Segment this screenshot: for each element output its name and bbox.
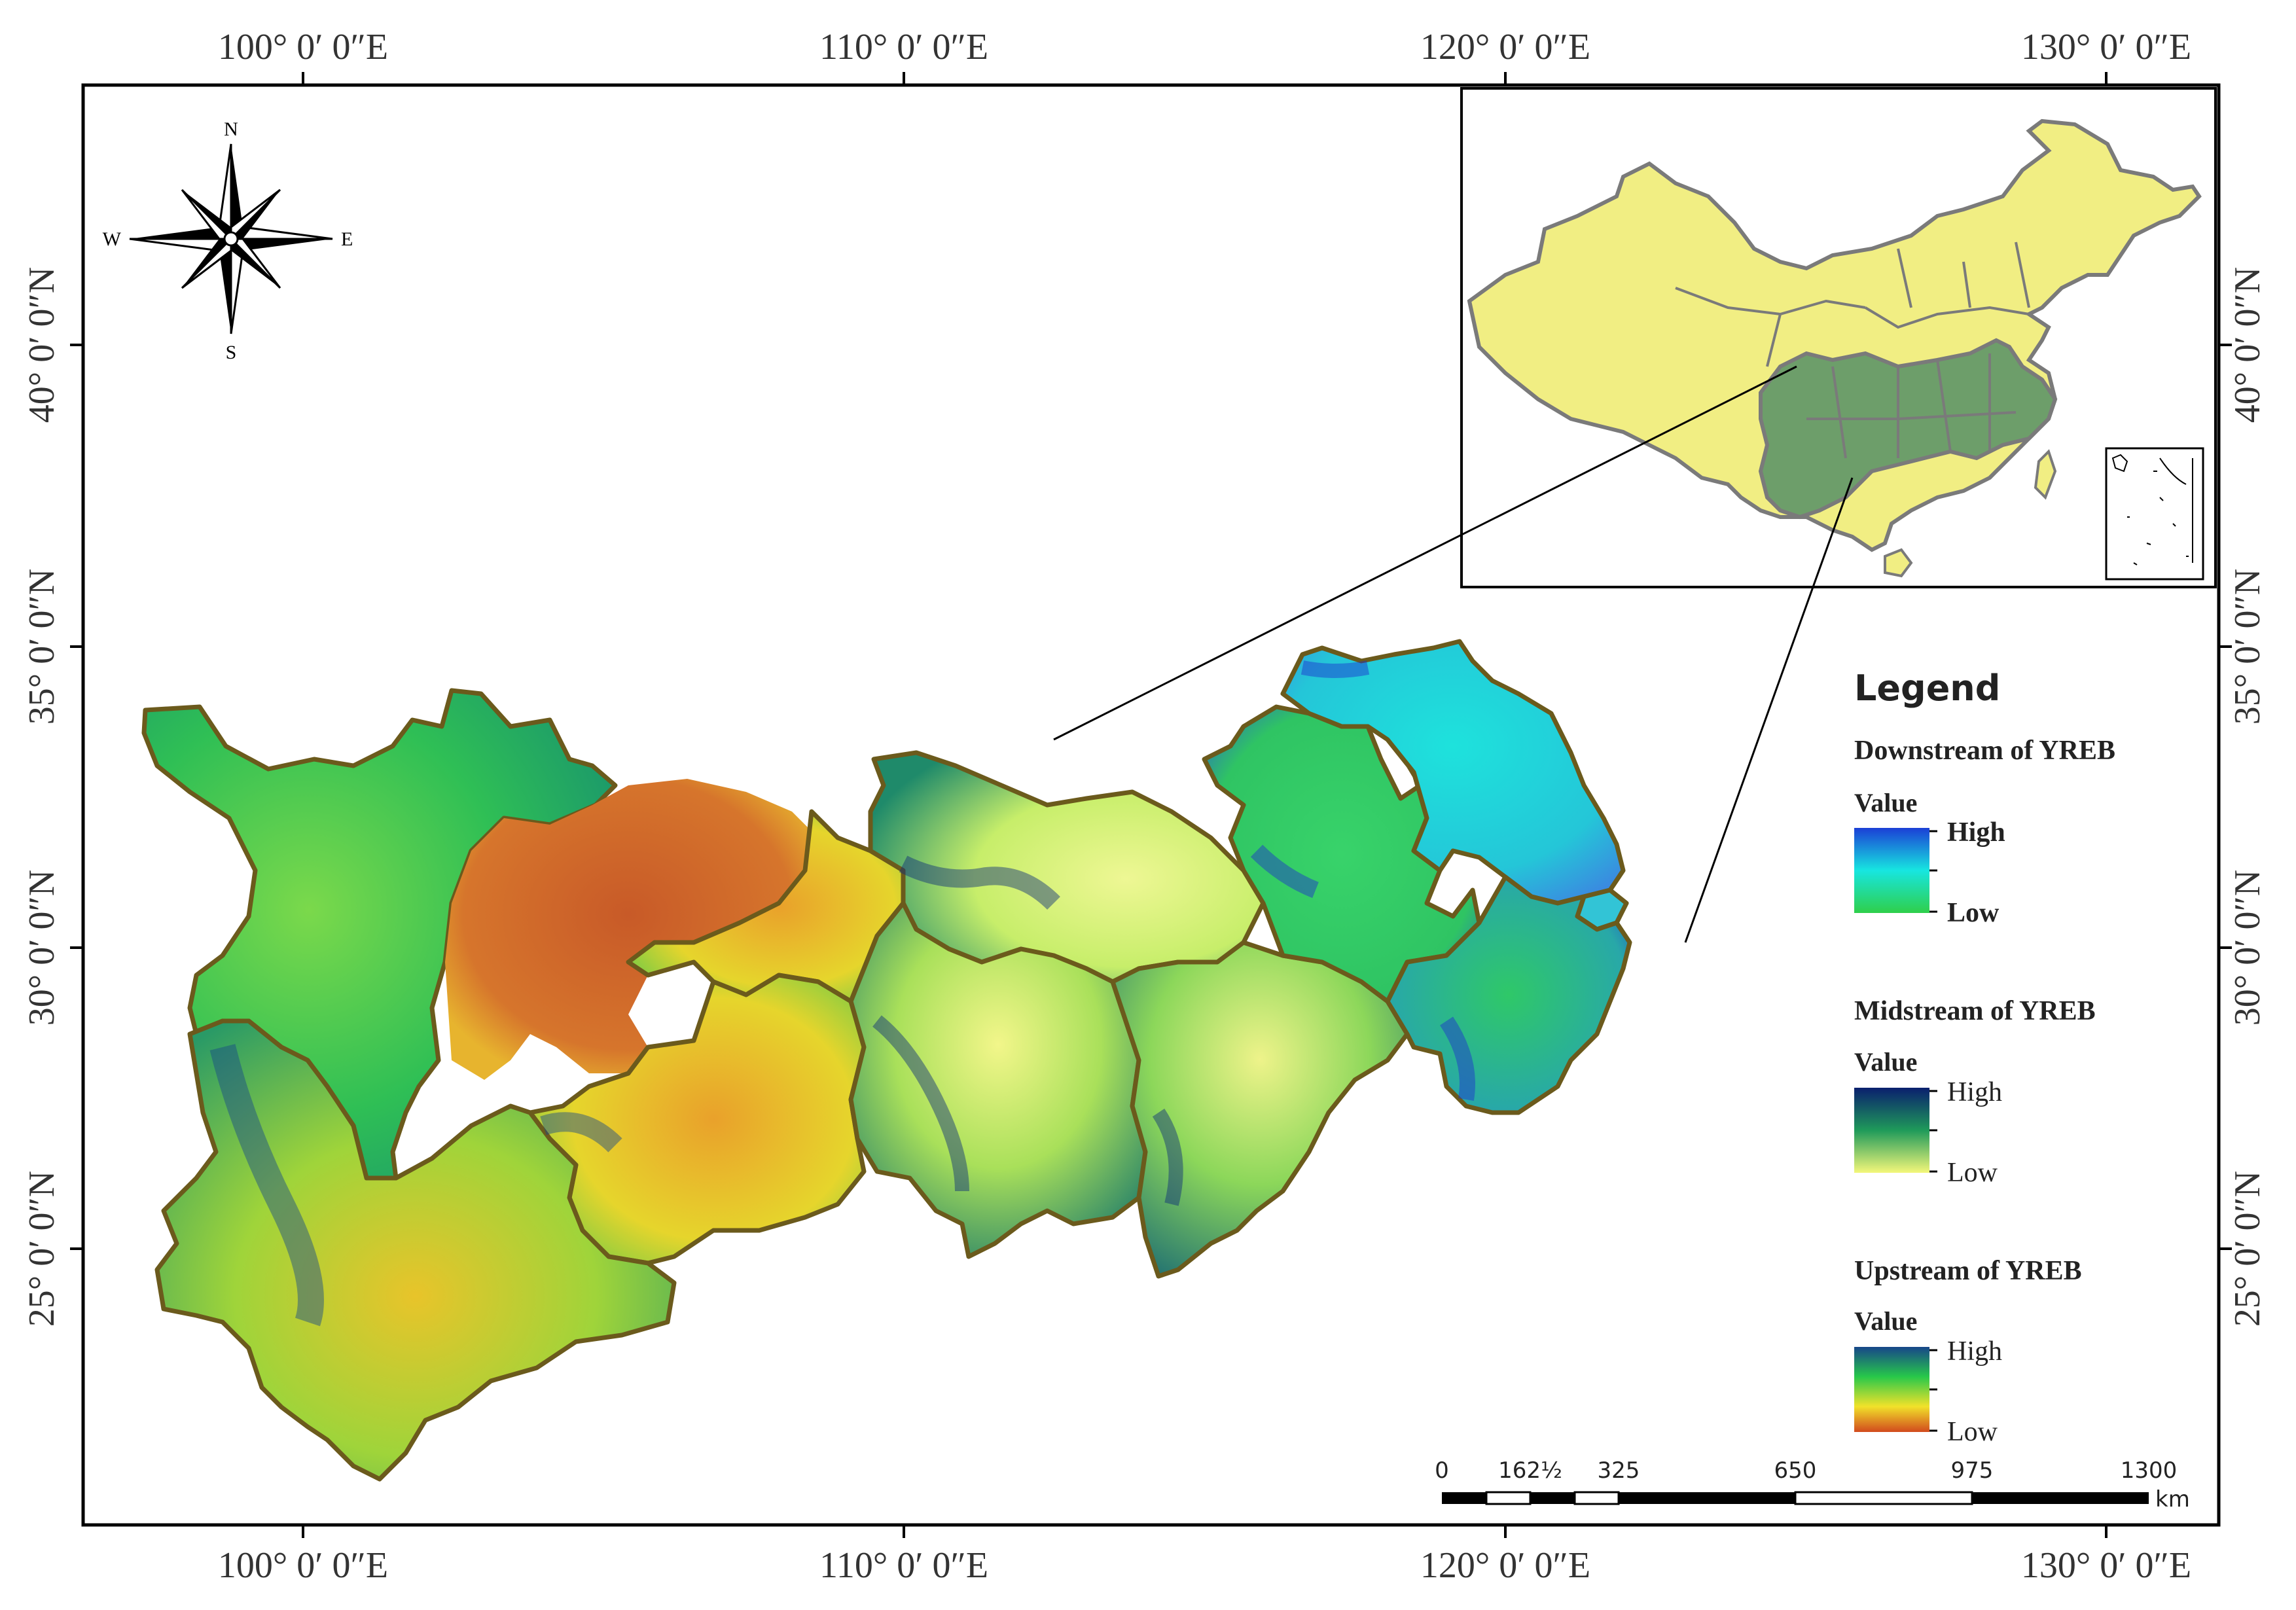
scale-tick-label: 1300 — [2121, 1458, 2178, 1484]
sichuan-basin — [445, 779, 812, 1080]
compass-north-label: N — [224, 118, 238, 140]
province-hunan — [848, 901, 1148, 1259]
scale-tick-label: 162½ — [1498, 1458, 1562, 1484]
scale-tick-label: 975 — [1951, 1458, 1994, 1484]
legend-section-heading: Midstream of YREB — [1854, 996, 2096, 1026]
compass-south-label: S — [226, 342, 237, 363]
left-latitude-label: 35° 0′ 0″N — [22, 569, 62, 724]
right-latitude-label: 35° 0′ 0″N — [2227, 569, 2268, 724]
scale-unit-label: km — [2155, 1486, 2190, 1512]
legend-title: Legend — [1854, 668, 2000, 709]
scale-tick-label: 0 — [1435, 1458, 1449, 1484]
left-latitude-label: 30° 0′ 0″N — [22, 870, 62, 1026]
legend-value-label: Value — [1854, 1306, 1917, 1336]
graticule-ticks — [70, 72, 2232, 1538]
terrain-texture — [209, 660, 1475, 1327]
bottom-longitude-label: 100° 0′ 0″E — [218, 1545, 388, 1586]
inset-taiwan — [2034, 449, 2057, 500]
inset-hainan — [1884, 548, 1913, 578]
scale-bar: 0 162½ 325 650 975 1300 km — [1435, 1458, 2190, 1512]
scale-tick-label: 325 — [1598, 1458, 1640, 1484]
legend-low-label: Low — [1947, 898, 2000, 928]
top-longitude-label: 130° 0′ 0″E — [2021, 27, 2191, 67]
inset-province-borders — [1675, 241, 2030, 459]
compass-west-label: W — [103, 228, 122, 250]
inset-leader-line — [1053, 365, 1797, 741]
legend-section-heading: Downstream of YREB — [1854, 736, 2115, 766]
province-jiangxi — [1110, 940, 1410, 1279]
inset-leader-line — [1684, 477, 1854, 943]
province-anhui — [1202, 704, 1482, 1004]
left-latitude-label: 40° 0′ 0″N — [22, 267, 62, 423]
legend: Legend Downstream of YREB Value High Low… — [1854, 668, 2115, 1447]
province-sichuan — [141, 688, 618, 1181]
scale-tick-label: 650 — [1774, 1458, 1817, 1484]
yreb-provinces — [141, 639, 1632, 1482]
compass-east-label: E — [341, 228, 353, 250]
top-longitude-label: 110° 0′ 0″E — [819, 27, 988, 67]
bottom-longitude-label: 110° 0′ 0″E — [819, 1545, 988, 1586]
legend-value-label: Value — [1854, 788, 1917, 817]
right-latitude-label: 25° 0′ 0″N — [2227, 1171, 2268, 1327]
legend-ramp-upstream — [1854, 1347, 1929, 1432]
legend-section-heading: Upstream of YREB — [1854, 1256, 2082, 1286]
legend-low-label: Low — [1947, 1158, 1998, 1188]
province-yunnan — [154, 1018, 677, 1482]
right-latitude-label: 30° 0′ 0″N — [2227, 870, 2268, 1026]
legend-high-label: High — [1947, 817, 2005, 848]
bottom-longitude-label: 130° 0′ 0″E — [2021, 1545, 2191, 1586]
left-latitude-label: 25° 0′ 0″N — [22, 1171, 62, 1327]
top-longitude-label: 120° 0′ 0″E — [1420, 27, 1590, 67]
map-frame — [81, 83, 2221, 1527]
legend-ramp-midstream — [1854, 1088, 1929, 1173]
legend-high-label: High — [1947, 1077, 2002, 1107]
province-zhejiang — [1385, 874, 1632, 1115]
legend-low-label: Low — [1947, 1417, 1998, 1447]
legend-value-label: Value — [1854, 1047, 1917, 1077]
compass-rose-icon: N S E W — [103, 118, 353, 363]
inset-south-china-sea-islands — [2111, 454, 2193, 565]
bottom-longitude-label: 120° 0′ 0″E — [1420, 1545, 1590, 1586]
legend-high-label: High — [1947, 1336, 2002, 1367]
legend-ramp-downstream — [1854, 828, 1929, 913]
top-longitude-label: 100° 0′ 0″E — [218, 27, 388, 67]
right-latitude-label: 40° 0′ 0″N — [2227, 267, 2268, 423]
inset-south-china-sea-box — [2105, 447, 2204, 581]
inset-map — [1460, 87, 2217, 588]
